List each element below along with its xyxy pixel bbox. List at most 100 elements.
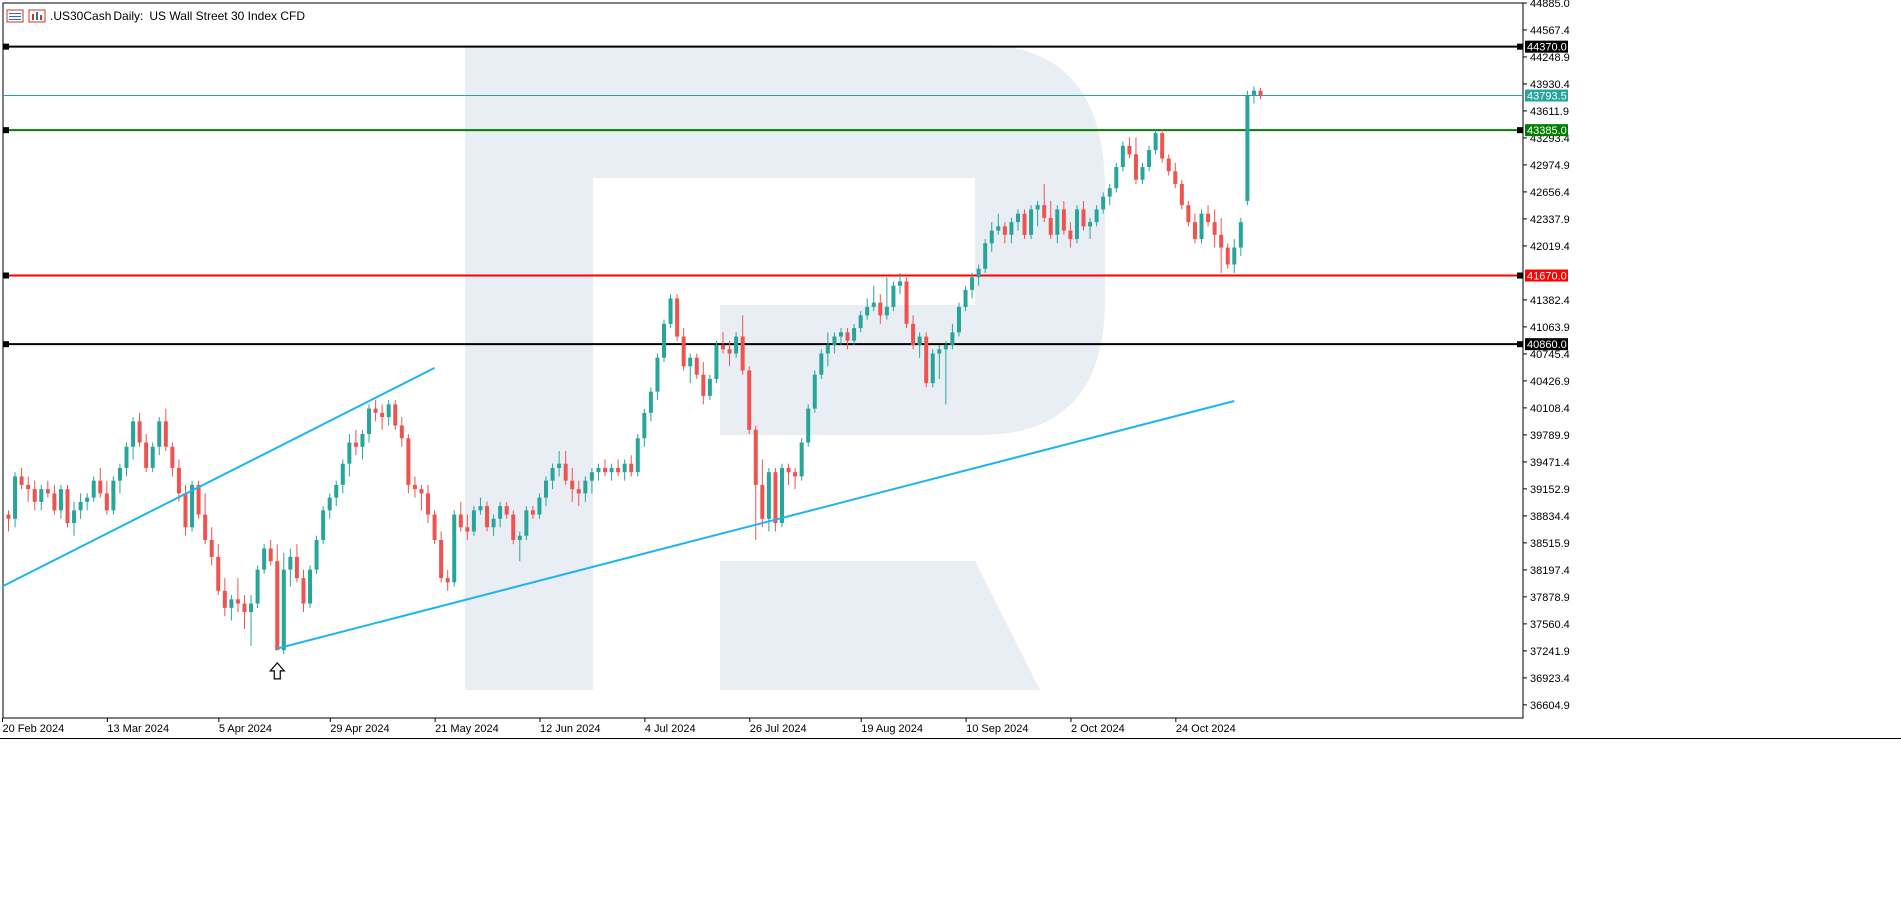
candle-body — [550, 467, 555, 481]
candle-body — [347, 442, 352, 464]
candle-body — [465, 527, 470, 532]
candle-body — [72, 510, 77, 524]
candle-body — [235, 599, 240, 604]
candle-body — [157, 421, 162, 447]
candle-body — [386, 404, 391, 418]
candle-body — [281, 569, 286, 651]
candle-body — [544, 480, 549, 498]
candle-body — [294, 556, 299, 579]
candle-body — [1022, 213, 1027, 235]
y-tick-label: 42019.4 — [1530, 241, 1570, 253]
candle-body — [1225, 247, 1230, 265]
candle-body — [452, 514, 457, 583]
candle-body — [432, 514, 437, 540]
candle-body — [445, 578, 450, 583]
candle-body — [681, 336, 686, 367]
y-tick-label: 42337.9 — [1530, 214, 1570, 226]
candle-body — [825, 345, 830, 354]
x-tick-label: 13 Mar 2024 — [107, 723, 169, 735]
candle-body — [58, 489, 63, 511]
candle-body — [1199, 213, 1204, 240]
candle-body — [196, 484, 201, 515]
candle-body — [485, 506, 490, 528]
candle-body — [137, 421, 142, 443]
candle-body — [701, 374, 706, 396]
candle-body — [393, 404, 398, 426]
candle-body — [799, 442, 804, 477]
bar-chart-icon[interactable] — [28, 9, 46, 23]
watermark-shape — [720, 561, 1040, 690]
candle-body — [806, 408, 811, 443]
candle-body — [924, 336, 929, 384]
candle-body — [504, 506, 509, 515]
candle-body — [1153, 133, 1158, 151]
candle-body — [1035, 205, 1040, 210]
candle-body — [321, 510, 326, 540]
candle-body — [39, 489, 44, 502]
trendline — [1, 367, 436, 588]
candle-body — [1088, 222, 1093, 227]
candle-body — [131, 421, 136, 447]
candle-body — [203, 514, 208, 540]
price-level-label: 40860.0 — [1527, 339, 1567, 351]
candle-body — [426, 493, 431, 515]
y-tick-label: 40108.4 — [1530, 403, 1570, 415]
y-tick-label: 37878.9 — [1530, 592, 1570, 604]
chart-list-icon[interactable] — [6, 9, 24, 23]
candle-body — [766, 472, 771, 519]
candle-body — [747, 370, 752, 430]
candle-body — [209, 539, 214, 557]
candle-body — [144, 442, 149, 468]
y-tick-label: 39152.9 — [1530, 484, 1570, 496]
x-tick-label: 5 Apr 2024 — [219, 723, 272, 735]
candle-body — [956, 306, 961, 333]
y-tick-label: 44567.4 — [1530, 25, 1570, 37]
x-tick-label: 21 May 2024 — [435, 723, 499, 735]
candle-body — [1042, 205, 1047, 218]
candle-body — [242, 603, 247, 613]
candle-body — [6, 514, 11, 519]
candle-body — [1120, 145, 1125, 168]
candle-body — [1238, 222, 1243, 248]
candle-body — [963, 289, 968, 307]
candle-body — [1101, 196, 1106, 210]
candle-body — [793, 472, 798, 477]
candle-body — [858, 315, 863, 329]
candle-body — [150, 446, 155, 468]
candle-body — [458, 514, 463, 528]
candle-body — [26, 484, 31, 490]
candle-body — [1015, 213, 1020, 223]
candle-body — [845, 332, 850, 341]
x-tick-label: 24 Oct 2024 — [1176, 723, 1236, 735]
y-tick-label: 38197.4 — [1530, 565, 1570, 577]
candle-body — [373, 408, 378, 413]
candle-body — [1206, 213, 1211, 223]
candle-body — [609, 467, 614, 473]
chart-header: .US30Cash Daily: US Wall Street 30 Index … — [6, 6, 305, 26]
candle-body — [1251, 90, 1256, 95]
x-tick-label: 4 Jul 2024 — [645, 723, 696, 735]
y-tick-label: 40745.4 — [1530, 349, 1570, 361]
candle-body — [576, 489, 581, 494]
candle-body — [852, 328, 857, 341]
candle-body — [52, 493, 57, 511]
y-tick-label: 41063.9 — [1530, 322, 1570, 334]
y-tick-label: 39789.9 — [1530, 430, 1570, 442]
candle-body — [262, 548, 267, 570]
candle-body — [1107, 188, 1112, 197]
price-level-label: 43793.5 — [1527, 91, 1567, 103]
candle-body — [1147, 150, 1152, 168]
candle-body — [819, 353, 824, 375]
candle-body — [675, 298, 680, 337]
candle-body — [930, 353, 935, 384]
candle-body — [812, 374, 817, 409]
candle-body — [1258, 90, 1263, 96]
candle-body — [524, 510, 529, 536]
candle-body — [976, 268, 981, 278]
candle-body — [871, 302, 876, 307]
candle-body — [1160, 133, 1165, 159]
candle-body — [19, 476, 24, 485]
candle-body — [642, 412, 647, 439]
candle-body — [884, 306, 889, 316]
